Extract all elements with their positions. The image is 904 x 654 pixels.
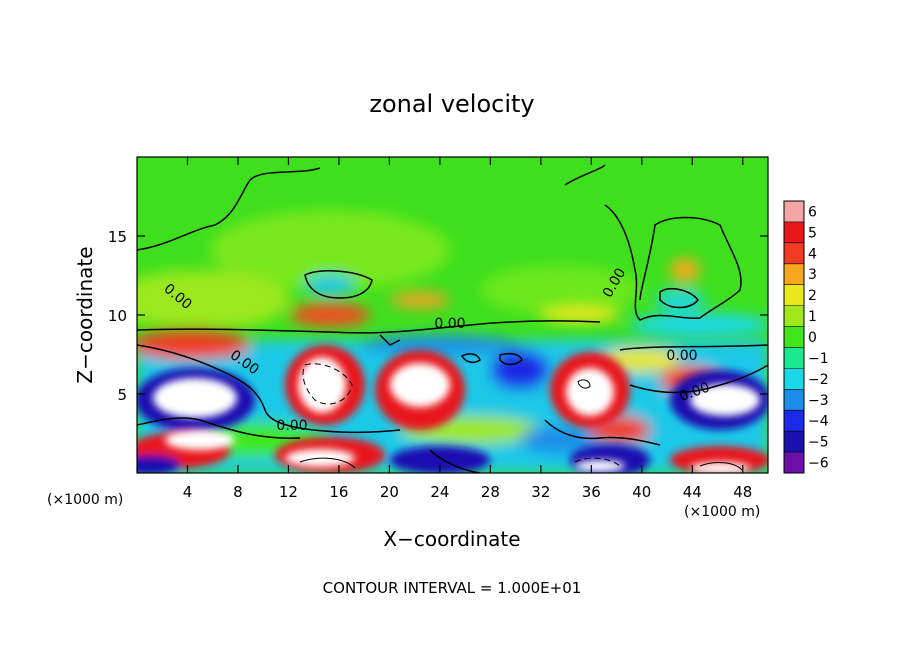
- x-tick-label: 36: [582, 483, 601, 501]
- colorbar-frame: [783, 200, 805, 474]
- x-axis: 4 8 12 16 20 24 28 32 36 40 44 48: [183, 157, 752, 501]
- colorbar-swatch: [784, 242, 804, 264]
- contour-interval-text: CONTOUR INTERVAL = 1.000E+01: [323, 579, 582, 597]
- y-axis-label: Z−coordinate: [73, 246, 97, 383]
- colorbar-swatch: [784, 431, 804, 453]
- colorbar-swatch: [784, 326, 804, 348]
- x-axis-label: X−coordinate: [383, 527, 520, 551]
- colorbar-swatch: [784, 221, 804, 243]
- colorbar-label: −1: [808, 351, 829, 367]
- x-tick-label: 4: [183, 483, 193, 501]
- y-axis: 5 10 15: [108, 228, 768, 404]
- colorbar-label: 0: [808, 330, 817, 346]
- colorbar-label: 2: [808, 288, 817, 304]
- colorbar-swatch: [784, 410, 804, 432]
- x-tick-label: 40: [632, 483, 651, 501]
- x-tick-label: 28: [481, 483, 500, 501]
- colorbar-label: −2: [808, 372, 829, 388]
- colorbar-swatch: [784, 389, 804, 411]
- colorbar-label: 4: [808, 246, 817, 262]
- colorbar: 6 5 4 3 2 1 0 −1 −2 −3 −4 −5 −6: [783, 200, 829, 474]
- colorbar-swatch: [784, 201, 804, 222]
- contour-label: 0.00: [434, 316, 465, 332]
- colorbar-label: 1: [808, 309, 817, 325]
- colorbar-label: −3: [808, 393, 829, 409]
- colorbar-label: 6: [808, 204, 817, 220]
- y-tick-label: 5: [117, 386, 127, 404]
- colorbar-swatch: [784, 452, 804, 473]
- colorbar-label: 5: [808, 225, 817, 241]
- colorbar-swatch: [784, 347, 804, 369]
- x-tick-label: 16: [329, 483, 348, 501]
- colorbar-swatch: [784, 284, 804, 306]
- chart-title: zonal velocity: [369, 90, 534, 118]
- x-tick-label: 24: [430, 483, 449, 501]
- colorbar-swatch: [784, 368, 804, 390]
- x-tick-label: 32: [531, 483, 550, 501]
- heatmap-field: [137, 157, 768, 473]
- contour-label: 0.00: [276, 418, 307, 434]
- x-unit-right: (×1000 m): [684, 504, 760, 520]
- colorbar-swatch: [784, 263, 804, 285]
- x-tick-label: 8: [233, 483, 243, 501]
- y-tick-label: 10: [108, 307, 127, 325]
- colorbar-label: −6: [808, 456, 829, 472]
- colorbar-swatch: [784, 305, 804, 327]
- x-tick-label: 48: [733, 483, 752, 501]
- y-tick-label: 15: [108, 228, 127, 246]
- contour-label: 0.00: [666, 348, 697, 364]
- colorbar-label: −4: [808, 414, 829, 430]
- contour-lines: [137, 164, 768, 473]
- x-tick-label: 44: [683, 483, 702, 501]
- x-tick-label: 12: [279, 483, 298, 501]
- x-unit-left: (×1000 m): [47, 492, 123, 508]
- colorbar-label: 3: [808, 267, 817, 283]
- x-tick-label: 20: [380, 483, 399, 501]
- colorbar-label: −5: [808, 435, 829, 451]
